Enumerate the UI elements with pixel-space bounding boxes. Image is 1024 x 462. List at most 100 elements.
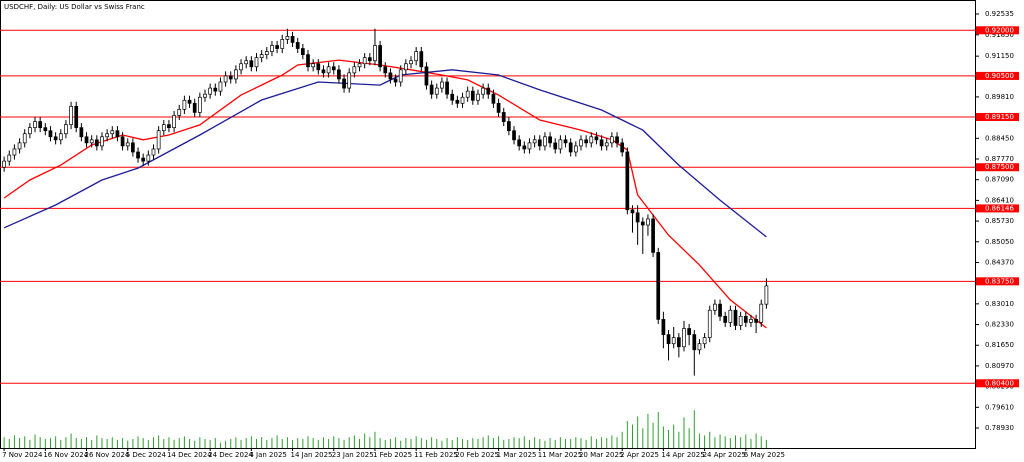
candle-body: [146, 154, 151, 162]
x-tick-label: 11 Mar 2025: [538, 451, 582, 459]
x-tick-label: 20 Feb 2025: [455, 451, 499, 459]
candle-body: [64, 124, 68, 135]
candle-body: [749, 319, 753, 323]
candle-body: [527, 142, 532, 150]
candle-body: [486, 87, 491, 95]
candle-body: [105, 133, 109, 138]
candle-body: [378, 45, 382, 68]
candle-body: [337, 69, 341, 80]
y-tick-label: 0.89810: [985, 93, 1014, 101]
candle-body: [254, 57, 259, 68]
candle-body: [440, 81, 444, 89]
candle-body: [172, 115, 176, 129]
candle-body: [476, 93, 480, 101]
candle-body: [239, 63, 243, 71]
candle-body: [295, 42, 300, 49]
candle-body: [707, 309, 712, 338]
x-tick-label: 2 Apr 2025: [620, 451, 659, 459]
candle-body: [517, 139, 522, 147]
candle-body: [584, 139, 588, 144]
y-tick-label: 0.85050: [985, 238, 1014, 246]
candle-body: [321, 69, 326, 74]
candle-body: [671, 337, 676, 345]
candle-body: [234, 69, 238, 80]
y-tick-label: 0.83010: [985, 300, 1014, 308]
candle-body: [38, 121, 43, 129]
candle-body: [610, 136, 614, 144]
candle-body: [692, 334, 697, 351]
candle-body: [424, 66, 429, 86]
candle-body: [74, 106, 79, 129]
candle-body: [228, 75, 233, 80]
candle-body: [131, 142, 135, 153]
candle-body: [125, 142, 130, 147]
candle-body: [594, 136, 599, 141]
level-label: 0.80400: [985, 379, 1014, 387]
candle-body: [702, 337, 707, 345]
candle-body: [213, 87, 218, 92]
candle-body: [738, 315, 743, 326]
candle-body: [331, 66, 336, 71]
candle-body: [548, 136, 552, 144]
candle-body: [429, 84, 434, 95]
candle-body: [522, 145, 527, 150]
plot-frame: [0, 0, 976, 449]
candle-body: [470, 90, 475, 101]
candle-body: [22, 133, 27, 144]
x-tick-label: 14 Jan 2025: [291, 451, 333, 459]
candle-body: [419, 51, 424, 68]
candle-body: [301, 48, 305, 55]
level-label-box: [976, 163, 1019, 172]
candle-body: [84, 136, 89, 144]
candle-body: [43, 127, 48, 132]
candle-body: [48, 130, 53, 138]
candle-body: [414, 51, 419, 62]
candle-body: [208, 87, 212, 95]
level-label-box: [976, 71, 1019, 80]
candle-body: [563, 139, 568, 144]
candle-body: [388, 72, 393, 80]
candle-body: [275, 45, 279, 49]
candle-body: [599, 139, 604, 147]
candle-body: [352, 66, 357, 74]
level-label-box: [976, 204, 1019, 213]
candle-body: [182, 99, 187, 110]
candle-body: [357, 63, 362, 68]
candle-body: [640, 221, 645, 226]
candle-body: [537, 139, 542, 147]
candle-body: [661, 319, 666, 335]
chart-title: USDCHF, Daily: US Dollar vs Swiss Franc: [4, 3, 145, 11]
candle-body: [620, 142, 625, 153]
candle-body: [259, 54, 264, 59]
candle-body: [630, 209, 635, 214]
candle-body: [450, 93, 455, 101]
candle-body: [89, 139, 94, 144]
candle-body: [58, 133, 63, 141]
candle-body: [764, 285, 769, 305]
candle-body: [718, 303, 722, 317]
y-tick-label: 0.91150: [985, 52, 1014, 60]
candle-body: [115, 130, 120, 138]
candle-body: [460, 96, 465, 104]
candle-body: [120, 136, 125, 147]
x-tick-label: 4 Jan 2025: [249, 451, 287, 459]
candle-body: [507, 121, 511, 132]
candle-body: [723, 315, 728, 323]
x-tick-label: 5 Dec 2024: [126, 451, 167, 459]
candle-body: [69, 106, 73, 125]
candle-body: [285, 36, 290, 40]
level-label: 0.87500: [985, 163, 1014, 171]
x-tick-label: 7 Nov 2024: [2, 451, 43, 459]
candle-body: [496, 102, 501, 113]
candle-body: [197, 96, 202, 113]
candle-body: [501, 112, 506, 122]
x-tick-label: 6 May 2025: [744, 451, 785, 459]
level-label: 0.86146: [985, 204, 1014, 212]
candle-body: [326, 66, 331, 74]
level-label-box: [976, 26, 1019, 35]
level-label: 0.89150: [985, 113, 1014, 121]
candle-body: [270, 45, 274, 52]
x-tick-label: 14 Apr 2025: [661, 451, 704, 459]
candle-body: [17, 142, 22, 150]
candle-body: [306, 54, 310, 68]
